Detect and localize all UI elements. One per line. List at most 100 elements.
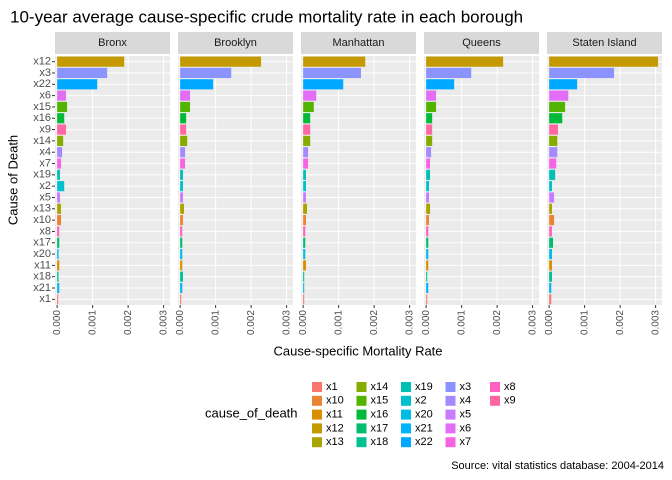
bar <box>303 282 305 294</box>
x-tick-label: 0.000 <box>421 310 432 335</box>
bar <box>549 226 552 237</box>
bar <box>426 169 431 180</box>
bar <box>57 169 60 180</box>
legend-key <box>445 423 456 434</box>
bar <box>426 67 472 79</box>
legend-key <box>401 409 411 420</box>
bar <box>303 169 306 180</box>
bar <box>549 192 555 203</box>
bar <box>426 101 437 113</box>
legend-label: x17 <box>371 422 389 434</box>
bar <box>303 181 306 192</box>
bar <box>549 113 563 124</box>
caption: Source: vital statistics database: 2004-… <box>451 460 664 472</box>
bar <box>426 158 431 169</box>
bar <box>549 248 552 260</box>
y-tick-label: x5 <box>39 191 51 203</box>
bar <box>180 147 186 158</box>
bar <box>549 124 559 135</box>
strip-label: Manhattan <box>333 37 385 49</box>
bar <box>303 67 361 79</box>
bar <box>57 282 60 294</box>
y-tick-label: x21 <box>33 282 51 294</box>
bar <box>426 181 429 192</box>
legend-label: x9 <box>504 395 516 407</box>
bar <box>57 124 67 135</box>
panel <box>424 56 539 305</box>
y-axis-label: Cause of Death <box>5 135 20 225</box>
y-tick-label: x22 <box>33 78 51 90</box>
bar <box>57 226 60 237</box>
legend-label: x21 <box>415 422 433 434</box>
bar <box>549 181 552 192</box>
bar <box>303 56 366 67</box>
bar <box>426 135 433 146</box>
legend-label: x8 <box>504 381 516 393</box>
y-tick-label: x13 <box>33 203 51 215</box>
legend-label: x2 <box>415 395 427 407</box>
bar <box>57 147 63 158</box>
y-tick-label: x6 <box>39 90 51 102</box>
legend-key <box>401 395 411 406</box>
strip <box>178 32 293 54</box>
bar <box>549 282 552 294</box>
panel <box>178 56 293 305</box>
bar <box>180 226 183 237</box>
bar <box>180 158 186 169</box>
bar <box>303 260 306 271</box>
bar <box>426 248 429 260</box>
legend-key <box>312 395 322 406</box>
bar <box>303 271 305 282</box>
bar <box>426 215 429 226</box>
bar <box>549 215 555 226</box>
bar <box>57 248 59 260</box>
legend-label: x20 <box>415 409 433 421</box>
y-tick-label: x10 <box>33 214 51 226</box>
bar <box>426 294 428 305</box>
x-tick-label: 0.003 <box>527 310 538 335</box>
x-tick-label: 0.002 <box>369 310 380 335</box>
bar <box>180 203 185 214</box>
bar <box>426 282 429 294</box>
bar <box>303 135 311 146</box>
panel <box>55 56 170 305</box>
bar <box>549 147 558 158</box>
legend-label: x16 <box>371 409 389 421</box>
bar <box>303 79 344 90</box>
bar <box>426 226 429 237</box>
bar <box>303 294 305 305</box>
panel <box>301 56 416 305</box>
x-tick-label: 0.000 <box>52 310 63 335</box>
legend-key <box>401 437 411 448</box>
legend-label: x5 <box>460 409 472 421</box>
bar <box>303 215 306 226</box>
strip <box>424 32 539 54</box>
legend-label: x10 <box>326 395 344 407</box>
legend-key <box>445 409 456 420</box>
x-tick-label: 0.000 <box>544 310 555 335</box>
legend-key <box>445 395 456 406</box>
bar <box>180 113 187 124</box>
bar <box>549 56 659 67</box>
y-tick-label: x8 <box>39 225 51 237</box>
bar <box>549 203 552 214</box>
bar <box>57 113 65 124</box>
y-tick-label: x19 <box>33 169 51 181</box>
bar <box>180 79 214 90</box>
x-tick-label: 0.002 <box>492 310 503 335</box>
legend-key <box>401 423 411 434</box>
bar <box>180 101 191 113</box>
bar <box>549 294 552 305</box>
bar <box>180 294 182 305</box>
bar <box>180 215 183 226</box>
legend-label: x4 <box>460 395 472 407</box>
x-tick-label: 0.001 <box>333 310 344 335</box>
x-tick-label: 0.002 <box>615 310 626 335</box>
strip-label: Bronx <box>98 37 127 49</box>
bar <box>549 79 578 90</box>
y-tick-label: x15 <box>33 101 51 113</box>
bar <box>303 113 311 124</box>
bar <box>57 135 64 146</box>
bar <box>57 181 65 192</box>
bar <box>303 226 306 237</box>
